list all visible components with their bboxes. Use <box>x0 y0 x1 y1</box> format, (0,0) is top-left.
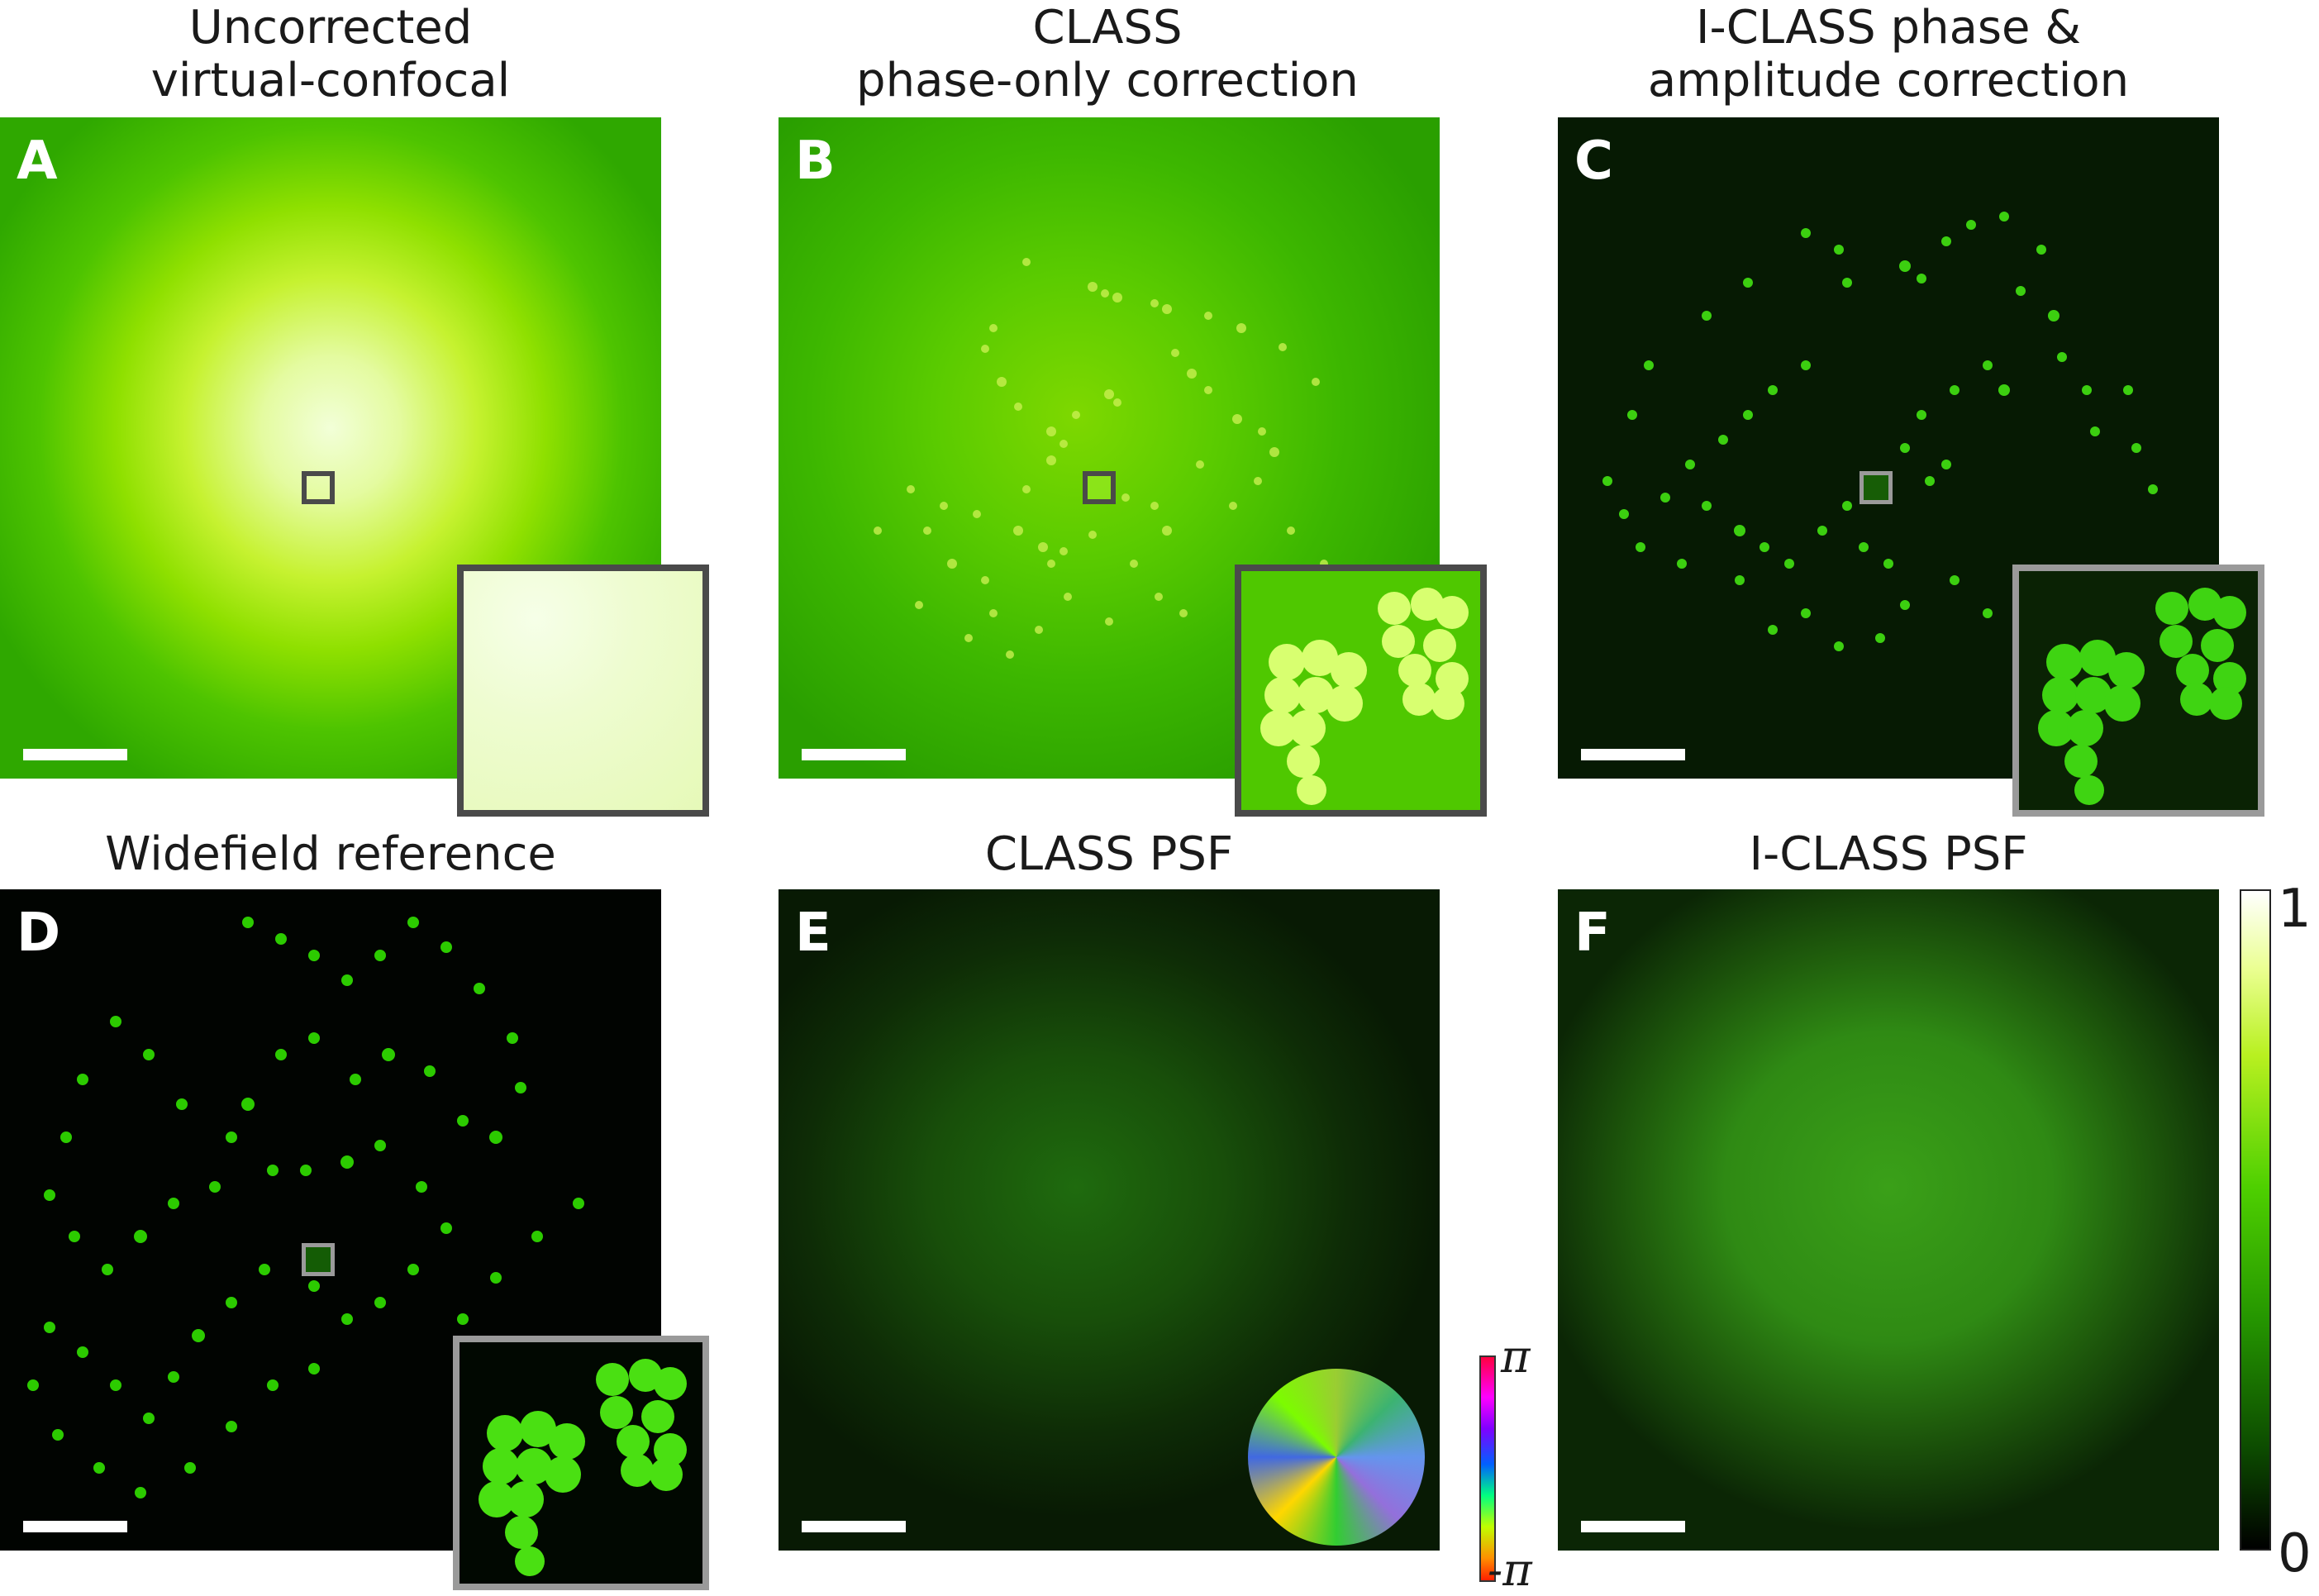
pupil-phase-map <box>1248 1369 1425 1546</box>
panel-b-title: CLASS phase-only correction <box>777 2 1438 107</box>
scale-bar <box>802 1521 906 1532</box>
intensity-colorbar <box>2240 889 2271 1551</box>
phase-max-label: π <box>1501 1331 1531 1383</box>
roi-box <box>302 1243 335 1276</box>
panel-e-title: CLASS PSF <box>779 828 1440 881</box>
panel-f-title-line1: I-CLASS PSF <box>1749 827 2028 881</box>
roi-box <box>302 471 335 504</box>
roi-box <box>1859 471 1893 504</box>
panel-f-title: I-CLASS PSF <box>1558 828 2219 881</box>
panel-d-title: Widefield reference <box>0 828 661 881</box>
panel-a-title: Uncorrected virtual-confocal <box>0 2 661 107</box>
panel-a-image: A <box>0 117 661 779</box>
scale-bar <box>23 749 127 760</box>
panel-f-letter: F <box>1574 903 1611 964</box>
scale-bar <box>802 749 906 760</box>
panel-c-title-line1: I-CLASS phase & <box>1696 1 2081 55</box>
panel-d-letter: D <box>17 903 61 964</box>
panel-e-title-line1: CLASS PSF <box>984 827 1234 881</box>
colorbar-max-label: 1 <box>2278 879 2312 940</box>
panel-b-title-line1: CLASS <box>1032 1 1183 55</box>
panel-a-inset <box>457 565 709 817</box>
panel-a-title-line2: virtual-confocal <box>150 54 511 107</box>
colorbar-min-label: 0 <box>2278 1523 2312 1584</box>
panel-f-image: F <box>1558 889 2219 1551</box>
panel-c-title-line2: amplitude correction <box>1647 54 2130 107</box>
panel-a-letter: A <box>17 131 58 192</box>
panel-d-title-line1: Widefield reference <box>105 827 556 881</box>
panel-b-inset <box>1235 565 1487 817</box>
phase-colorbar <box>1479 1355 1496 1582</box>
panel-c-image: C <box>1558 117 2219 779</box>
panel-c-letter: C <box>1574 131 1613 192</box>
panel-b-title-line2: phase-only correction <box>856 54 1359 107</box>
bead-clusters <box>27 917 601 1498</box>
panel-c-title: I-CLASS phase & amplitude correction <box>1558 2 2219 107</box>
panel-c-inset <box>2012 565 2264 817</box>
scale-bar <box>1581 1521 1685 1532</box>
phase-min-label: -π <box>1488 1544 1532 1596</box>
panel-b-letter: B <box>795 131 836 192</box>
roi-box <box>1083 471 1116 504</box>
panel-e-letter: E <box>795 903 831 964</box>
bead-clusters <box>874 258 1328 659</box>
panel-d-inset <box>453 1336 709 1590</box>
scale-bar <box>23 1521 127 1532</box>
panel-a-title-line1: Uncorrected <box>188 1 473 55</box>
scale-bar <box>1581 749 1685 760</box>
bead-clusters <box>1602 212 2158 651</box>
